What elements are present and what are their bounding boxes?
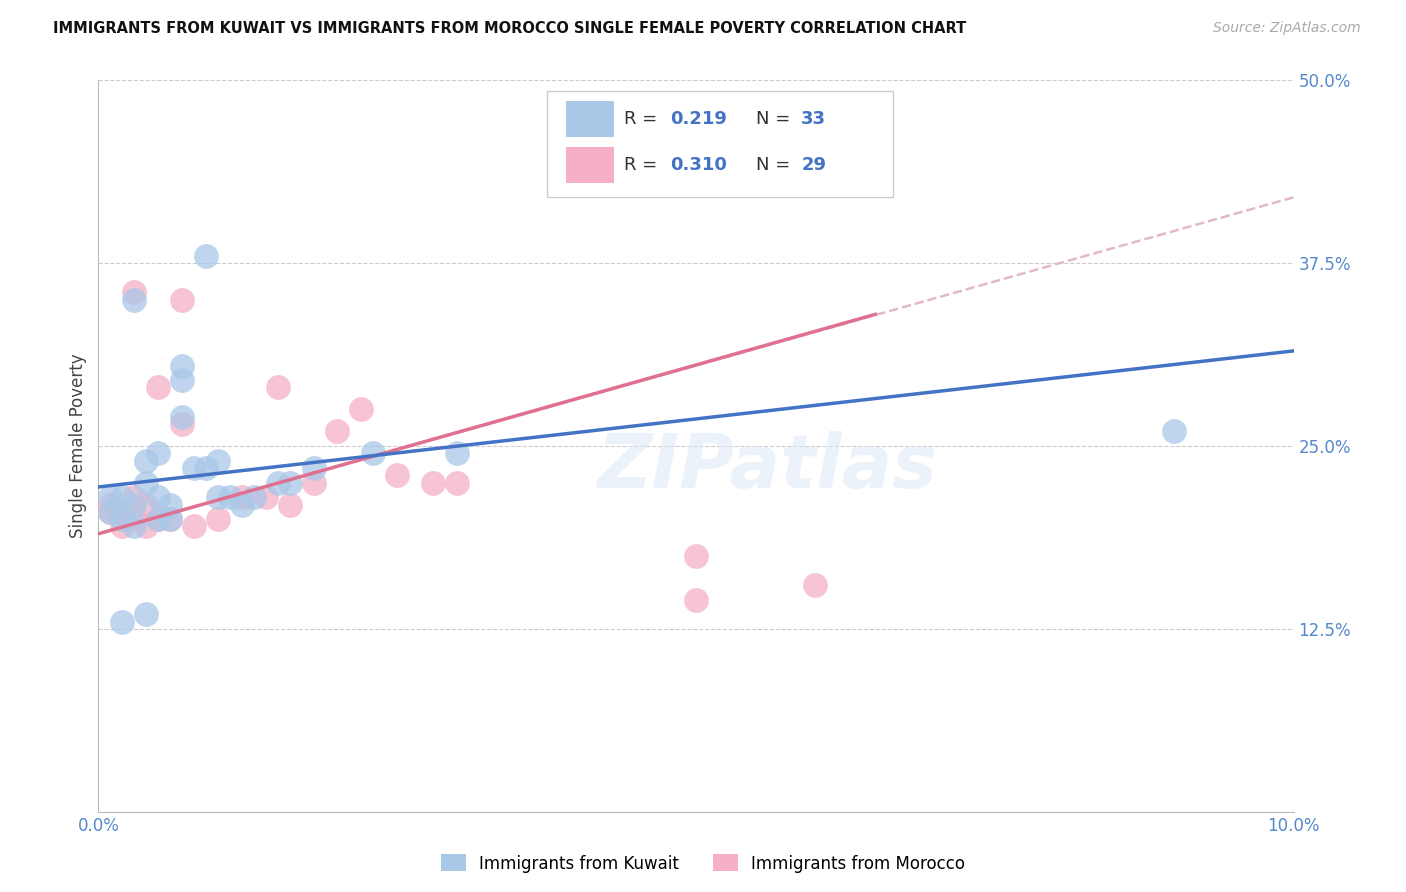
Point (446, 446, 468, 460)
Point (422, 475, 444, 490)
Point (148, 512, 170, 526)
Text: R =: R = (624, 156, 664, 174)
Text: R =: R = (624, 110, 664, 128)
Point (124, 285, 146, 300)
Point (135, 519, 157, 533)
Text: 0.310: 0.310 (669, 156, 727, 174)
Point (124, 498, 146, 512)
Point (231, 498, 253, 512)
Point (183, 461, 205, 475)
Point (685, 592, 707, 607)
Text: N =: N = (756, 156, 796, 174)
Point (111, 505, 134, 519)
Point (159, 498, 181, 512)
Point (278, 498, 301, 512)
Point (195, 249, 218, 263)
Point (98, 490, 122, 504)
Point (231, 490, 253, 504)
Text: 29: 29 (801, 156, 827, 174)
Point (111, 615, 134, 629)
Point (135, 475, 157, 490)
Point (267, 380, 290, 394)
Point (207, 512, 229, 526)
Text: IMMIGRANTS FROM KUWAIT VS IMMIGRANTS FROM MOROCCO SINGLE FEMALE POVERTY CORRELAT: IMMIGRANTS FROM KUWAIT VS IMMIGRANTS FRO… (53, 21, 967, 37)
Point (124, 512, 146, 526)
Point (219, 490, 242, 504)
Point (98, 498, 122, 512)
Point (148, 446, 170, 460)
Point (172, 373, 194, 387)
Legend: Immigrants from Kuwait, Immigrants from Morocco: Immigrants from Kuwait, Immigrants from … (434, 847, 972, 880)
Point (1163, 425, 1185, 439)
Point (302, 461, 325, 475)
Point (135, 607, 157, 622)
Point (350, 402, 373, 417)
Point (98, 505, 122, 519)
Text: ZIPatlas: ZIPatlas (598, 432, 938, 505)
Point (195, 461, 218, 475)
Point (111, 490, 134, 504)
Text: Source: ZipAtlas.com: Source: ZipAtlas.com (1213, 21, 1361, 36)
Point (207, 453, 229, 467)
Point (172, 359, 194, 373)
Point (685, 549, 707, 563)
Point (124, 519, 146, 533)
Point (804, 578, 827, 592)
Point (172, 417, 194, 431)
Point (254, 490, 277, 504)
Point (159, 512, 181, 526)
Point (446, 475, 468, 490)
Point (326, 425, 349, 439)
Point (148, 490, 170, 504)
Point (302, 475, 325, 490)
Text: N =: N = (756, 110, 796, 128)
Point (159, 512, 181, 526)
FancyBboxPatch shape (565, 147, 613, 184)
Text: 33: 33 (801, 110, 827, 128)
Point (124, 293, 146, 307)
Point (172, 409, 194, 424)
Text: 0.219: 0.219 (669, 110, 727, 128)
Point (148, 512, 170, 526)
Point (172, 293, 194, 307)
Point (385, 468, 409, 483)
Point (135, 498, 157, 512)
Point (267, 475, 290, 490)
Point (111, 519, 134, 533)
Point (111, 512, 134, 526)
Y-axis label: Single Female Poverty: Single Female Poverty (69, 354, 87, 538)
Point (98, 505, 122, 519)
Point (124, 490, 146, 504)
Point (278, 475, 301, 490)
Point (183, 519, 205, 533)
FancyBboxPatch shape (565, 101, 613, 137)
Point (243, 490, 266, 504)
FancyBboxPatch shape (547, 91, 893, 197)
Point (207, 490, 229, 504)
Point (148, 380, 170, 394)
Point (135, 453, 157, 467)
Point (363, 446, 385, 460)
